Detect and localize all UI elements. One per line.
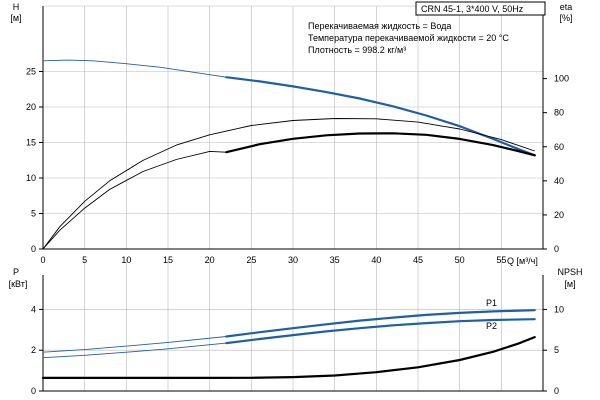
series-p2-line-bold: [225, 318, 536, 345]
y-right-tick-label: 80: [554, 108, 564, 118]
series-left-line-bold: [225, 76, 536, 157]
x-tick-label: 20: [205, 255, 215, 265]
series-lines: [41, 59, 536, 379]
y-left-title-top: H: [13, 2, 20, 12]
y-right-tick-label: 0: [554, 386, 559, 396]
y-left-tick-label: 0: [31, 386, 36, 396]
y-right-tick-label: 60: [554, 142, 564, 152]
y-right-tick-label: 0: [554, 244, 559, 254]
x-tick-label: 10: [121, 255, 131, 265]
y-left-unit-bottom: [кВт]: [9, 279, 28, 289]
grid-lines: [43, 5, 543, 392]
series-right-line-thin: [42, 150, 227, 250]
y-left-tick-label: 0: [31, 244, 36, 254]
y-right-unit-top: [%]: [559, 13, 572, 23]
y-left-tick-label: 10: [26, 173, 36, 183]
x-tick-label: 55: [496, 255, 506, 265]
x-tick-label: 50: [455, 255, 465, 265]
series-right-line-bold: [225, 132, 536, 157]
chart-title: CRN 45-1, 3*400 V, 50Hz: [421, 4, 524, 14]
y-left-tick-label: 15: [26, 138, 36, 148]
y-right-tick-label: 10: [554, 304, 564, 314]
y-right-tick-label: 40: [554, 176, 564, 186]
series-p1-line-thin: [42, 336, 227, 353]
y-left-tick-label: 25: [26, 67, 36, 77]
x-tick-label: 45: [413, 255, 423, 265]
y-right-title-top: eta: [560, 2, 573, 12]
x-axis-title: Q [м³/ч]: [507, 256, 538, 266]
plot-frames: [39, 6, 547, 392]
y-right-tick-label: 20: [554, 210, 564, 220]
x-tick-label: 30: [288, 255, 298, 265]
x-tick-label: 35: [330, 255, 340, 265]
y-left-tick-label: 5: [31, 209, 36, 219]
y-left-tick-label: 4: [31, 304, 36, 314]
y-right-tick-label: 5: [554, 345, 559, 355]
info-line-temperature: Температура перекачиваемой жидкости = 20…: [308, 33, 509, 43]
x-tick-label: 5: [82, 255, 87, 265]
y-right-title-bottom: NPSH: [557, 267, 582, 277]
y-left-unit-top: [м]: [10, 13, 21, 23]
info-line-fluid: Перекачиваемая жидкость = Вода: [308, 21, 451, 31]
series-p1-line-bold: [225, 309, 536, 338]
x-tick-label: 40: [371, 255, 381, 265]
title-box: [415, 1, 546, 16]
y-left-title-bottom: P: [13, 267, 19, 277]
y-left-tick-label: 2: [31, 345, 36, 355]
series-right-line-bold: [41, 336, 536, 379]
x-tick-label: 25: [246, 255, 256, 265]
series-right-line-thin: [42, 118, 535, 250]
series-label-p2: P2: [486, 321, 497, 331]
y-right-unit-bottom: [м]: [564, 279, 575, 289]
y-left-tick-label: 20: [26, 102, 36, 112]
info-line-density: Плотность = 998.2 кг/м³: [308, 45, 406, 55]
series-p2-line-thin: [42, 342, 227, 359]
series-label-p1: P1: [486, 298, 497, 308]
x-tick-label: 0: [40, 255, 45, 265]
series-left-line-thin: [42, 59, 227, 78]
x-tick-label: 15: [163, 255, 173, 265]
y-right-tick-label: 100: [554, 74, 569, 84]
